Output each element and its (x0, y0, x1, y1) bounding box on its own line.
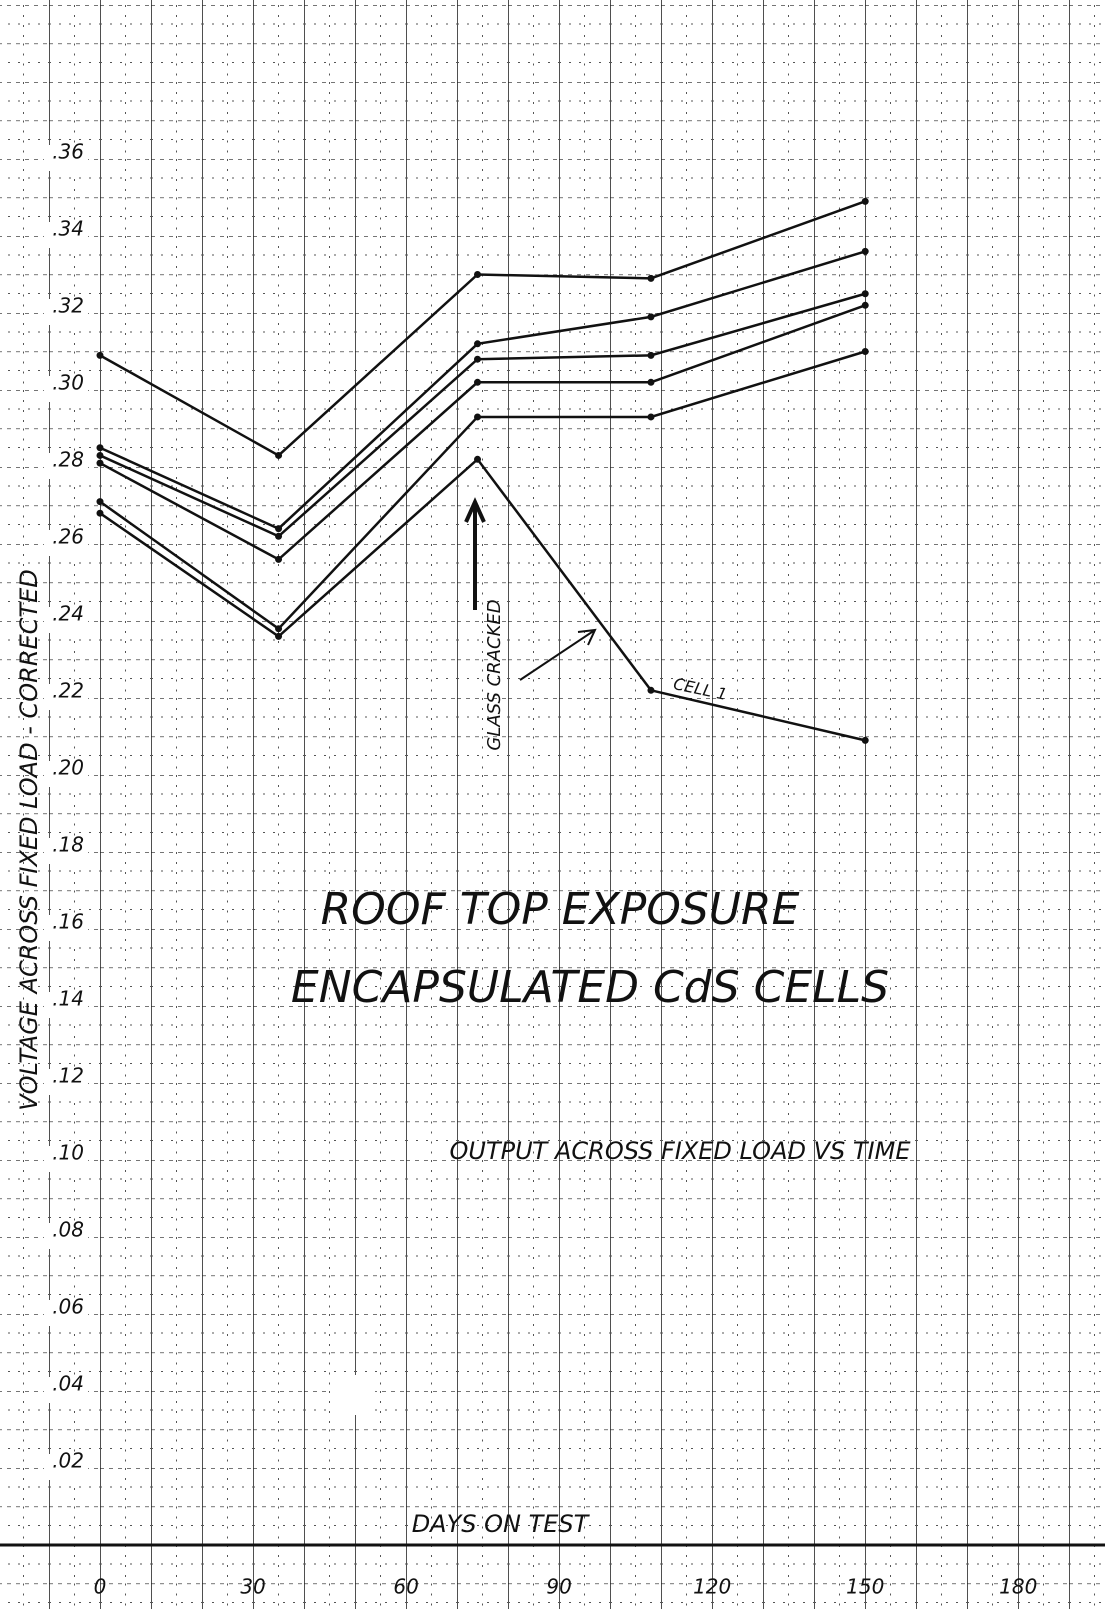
annotation: GLASS CRACKED (484, 599, 505, 750)
y-tick-label: .30 (52, 371, 84, 395)
data-point (474, 271, 481, 278)
y-tick-label: .34 (52, 217, 84, 241)
data-point (647, 413, 654, 420)
x-tick-label: 180 (999, 1575, 1037, 1599)
data-point (647, 687, 654, 694)
chart-title: ROOF TOP EXPOSURE (321, 884, 800, 935)
data-point (474, 456, 481, 463)
data-point (275, 625, 282, 632)
y-tick-label: .32 (52, 294, 84, 318)
data-point (97, 444, 104, 451)
y-tick-label: .12 (52, 1064, 84, 1088)
data-point (862, 348, 869, 355)
x-tick-label: 30 (240, 1575, 265, 1599)
chart: ROOF TOP EXPOSURE ENCAPSULATED CdS CELLS… (0, 0, 1105, 1609)
data-point (647, 275, 654, 282)
data-point (647, 313, 654, 320)
x-tick-label: 90 (546, 1575, 571, 1599)
chart-subtitle: ENCAPSULATED CdS CELLS (291, 962, 889, 1013)
data-point (97, 460, 104, 467)
data-point (97, 498, 104, 505)
y-tick-label: .02 (52, 1449, 84, 1473)
data-point (474, 356, 481, 363)
page: ROOF TOP EXPOSURE ENCAPSULATED CdS CELLS… (0, 0, 1105, 1609)
graph-paper (0, 0, 1105, 1609)
y-tick-label: .04 (52, 1372, 84, 1396)
y-tick-label: .06 (52, 1295, 84, 1319)
data-point (647, 352, 654, 359)
y-tick-label: .20 (52, 756, 84, 780)
x-tick-label: 150 (846, 1575, 884, 1599)
y-tick-label: .08 (52, 1218, 84, 1242)
data-point (97, 452, 104, 459)
y-tick-label: .26 (52, 525, 84, 549)
y-tick-label: .28 (52, 448, 84, 472)
x-tick-label: 0 (94, 1575, 107, 1599)
data-point (862, 198, 869, 205)
y-tick-label: .16 (52, 910, 84, 934)
data-point (275, 633, 282, 640)
data-point (474, 340, 481, 347)
data-point (275, 556, 282, 563)
data-point (862, 290, 869, 297)
x-tick-label: 60 (393, 1575, 418, 1599)
data-point (862, 737, 869, 744)
annotation: OUTPUT ACROSS FIXED LOAD VS TIME (450, 1137, 912, 1165)
data-point (97, 510, 104, 517)
y-tick-label: .14 (52, 987, 84, 1011)
paper-blemish (330, 1375, 375, 1415)
data-point (275, 525, 282, 532)
data-point (862, 248, 869, 255)
data-point (647, 379, 654, 386)
data-point (275, 533, 282, 540)
y-tick-label: .24 (52, 602, 84, 626)
data-point (97, 352, 104, 359)
data-point (275, 452, 282, 459)
data-point (474, 379, 481, 386)
y-tick-label: .22 (52, 679, 84, 703)
x-tick-label: 120 (693, 1575, 731, 1599)
y-tick-label: .36 (52, 140, 84, 164)
y-tick-label: .18 (52, 833, 84, 857)
y-tick-label: .10 (52, 1141, 84, 1165)
y-axis-label: VOLTAGE ACROSS FIXED LOAD - CORRECTED (15, 569, 43, 1110)
data-point (862, 302, 869, 309)
x-axis-label: DAYS ON TEST (412, 1510, 591, 1538)
data-point (474, 413, 481, 420)
